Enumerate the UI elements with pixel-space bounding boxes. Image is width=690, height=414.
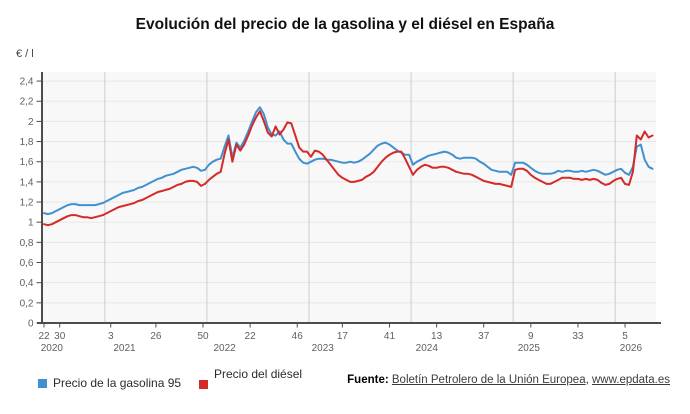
y-tick-label: 0,2	[20, 298, 34, 309]
x-week-label: 3	[108, 331, 114, 342]
x-year-label: 2024	[416, 343, 439, 354]
x-week-label: 37	[478, 331, 490, 342]
footer-separator: ,	[585, 374, 592, 386]
y-tick-label: 0,8	[20, 238, 34, 249]
source-footer: Fuente: Boletín Petrolero de la Unión Eu…	[347, 374, 670, 386]
x-year-label: 2022	[213, 343, 236, 354]
x-week-label: 22	[38, 331, 50, 342]
x-week-label: 17	[337, 331, 349, 342]
y-tick-label: 0,6	[20, 258, 34, 269]
diesel-legend-swatch-icon[interactable]	[199, 380, 208, 389]
x-year-label: 2026	[620, 343, 643, 354]
page-title: Evolución del precio de la gasolina y el…	[135, 16, 555, 33]
gasolina-legend-swatch-icon	[38, 378, 47, 388]
x-week-label: 50	[197, 331, 209, 342]
x-week-label: 22	[245, 331, 257, 342]
gasolina-legend-label: Precio de la gasolina 95	[53, 376, 182, 390]
y-tick-label: 0,4	[20, 278, 34, 289]
y-tick-label: 0	[28, 319, 34, 330]
x-year-label: 2020	[41, 343, 64, 354]
x-week-label: 9	[528, 331, 534, 342]
diesel-legend-label[interactable]: Precio del diésel	[214, 367, 303, 381]
y-tick-label: 2,2	[20, 97, 34, 108]
plot-area	[42, 72, 656, 323]
epdata-link[interactable]: www.epdata.es	[592, 374, 670, 386]
x-year-label: 2023	[312, 343, 335, 354]
x-year-label: 2021	[113, 343, 136, 354]
x-week-label: 41	[384, 331, 396, 342]
x-week-label: 5	[622, 331, 628, 342]
x-week-label: 33	[572, 331, 584, 342]
source-label: Fuente:	[347, 374, 389, 386]
source-link[interactable]: Boletín Petrolero de la Unión Europea	[391, 374, 586, 386]
y-tick-label: 2,4	[20, 77, 34, 88]
x-week-label: 13	[431, 331, 443, 342]
y-tick-label: 1,6	[20, 157, 34, 168]
y-axis-unit-label: € / l	[16, 48, 34, 60]
y-tick-label: 1,8	[20, 137, 34, 148]
x-week-label: 26	[150, 331, 162, 342]
y-tick-label: 1,4	[20, 177, 34, 188]
legend-item-gasolina[interactable]: Precio de la gasolina 95	[38, 376, 181, 390]
x-week-label: 46	[292, 331, 304, 342]
x-week-label: 30	[54, 331, 66, 342]
diesel-series-line	[43, 110, 654, 227]
gasolina95-series-line	[43, 106, 654, 216]
y-tick-label: 2	[28, 117, 34, 128]
x-year-label: 2025	[518, 343, 541, 354]
y-tick-label: 1,2	[20, 198, 34, 209]
y-tick-label: 1	[28, 218, 34, 229]
